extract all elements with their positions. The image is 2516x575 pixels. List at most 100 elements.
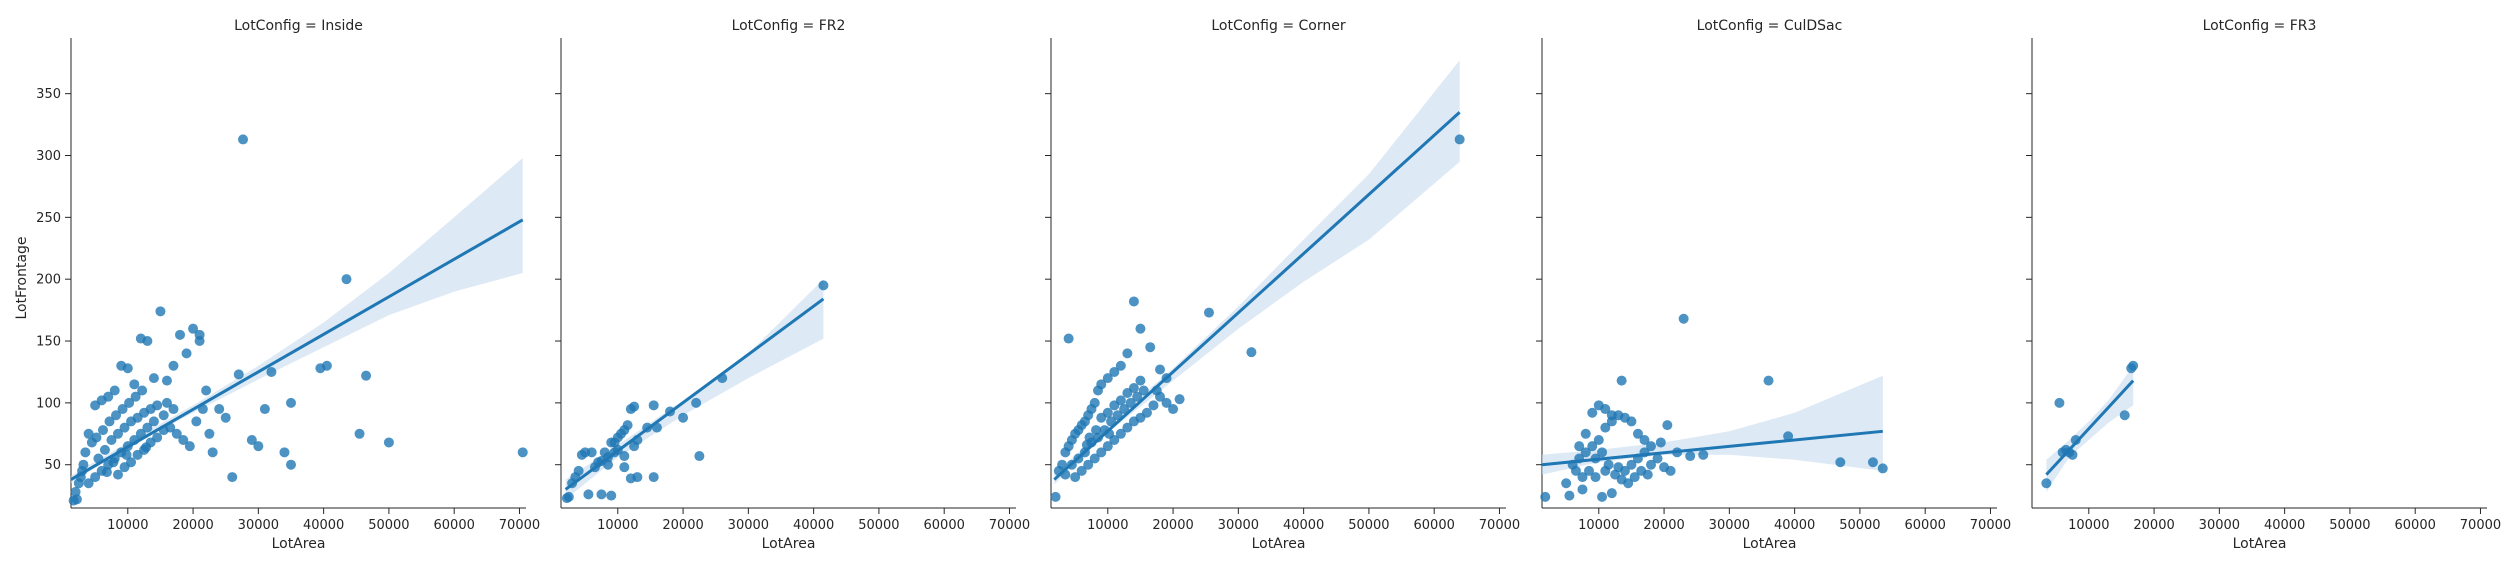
y-tick-label: 350 — [36, 87, 61, 102]
x-tick-label: 60000 — [924, 518, 965, 533]
panel-title: LotConfig = FR2 — [732, 18, 846, 34]
x-tick-label: 70000 — [2460, 518, 2501, 533]
regression-line — [1541, 429, 1883, 467]
data-point — [1642, 469, 1653, 480]
data-point — [1112, 410, 1123, 421]
data-point — [1646, 441, 1657, 452]
data-point — [194, 336, 205, 347]
x-tick-label: 20000 — [1152, 518, 1193, 533]
x-tick-label: 60000 — [1414, 518, 1455, 533]
data-point — [1141, 407, 1152, 418]
data-point — [1115, 395, 1126, 406]
data-point — [220, 412, 231, 423]
data-point — [1093, 385, 1104, 396]
data-point — [90, 472, 101, 483]
data-point — [1597, 447, 1608, 458]
x-tick-label: 50000 — [858, 518, 899, 533]
data-point — [1138, 385, 1149, 396]
data-point — [1600, 404, 1611, 415]
confidence-band — [71, 158, 523, 484]
data-point — [1246, 347, 1257, 358]
data-point — [1125, 397, 1136, 408]
data-point — [818, 280, 829, 291]
data-point — [161, 375, 172, 386]
data-point — [1083, 459, 1094, 470]
data-point — [632, 472, 643, 483]
y-tick-label: 50 — [44, 458, 61, 473]
data-point — [111, 410, 122, 421]
data-point — [126, 457, 137, 468]
x-tick-label: 30000 — [1709, 518, 1750, 533]
data-point — [321, 360, 332, 371]
data-point — [1132, 391, 1143, 402]
data-point — [1128, 383, 1139, 394]
data-point — [603, 459, 614, 470]
data-point — [1623, 478, 1634, 489]
y-axis-title: LotFrontage — [14, 236, 30, 319]
data-point — [90, 400, 101, 411]
data-point — [599, 447, 610, 458]
data-point — [1135, 375, 1146, 386]
data-point — [1155, 391, 1166, 402]
facet-panel: LotConfig = Inside 50 100 150 200 250 300 350 10… — [36, 18, 540, 552]
x-tick-label: 20000 — [1643, 518, 1684, 533]
data-point — [561, 493, 572, 504]
x-tick-label: 30000 — [1218, 518, 1259, 533]
data-point — [171, 428, 182, 439]
data-point — [619, 462, 630, 473]
x-tick-label: 30000 — [2199, 518, 2240, 533]
data-point — [141, 442, 152, 453]
panel-title: LotConfig = Inside — [234, 18, 363, 34]
x-tick-label: 20000 — [172, 518, 213, 533]
y-tick-label: 150 — [36, 335, 61, 350]
data-point — [101, 467, 112, 478]
data-point — [168, 360, 179, 371]
data-point — [1540, 491, 1551, 502]
y-tick-label: 300 — [36, 149, 61, 164]
data-point — [606, 490, 617, 501]
data-point — [1698, 449, 1709, 460]
data-point — [135, 333, 146, 344]
data-point — [1626, 459, 1637, 470]
data-point — [1070, 472, 1081, 483]
data-point — [227, 472, 238, 483]
data-point — [2070, 434, 2081, 445]
data-point — [158, 410, 169, 421]
data-point — [259, 404, 270, 415]
x-tick-label: 30000 — [728, 518, 769, 533]
panel-title: LotConfig = Corner — [1211, 18, 1345, 34]
data-point — [78, 459, 89, 470]
data-point — [285, 459, 296, 470]
data-point — [1076, 465, 1087, 476]
data-point — [1606, 488, 1617, 499]
data-point — [1867, 457, 1878, 468]
y-tick-label: 100 — [36, 396, 61, 411]
data-point — [1587, 441, 1598, 452]
data-point — [1145, 342, 1156, 353]
x-axis-title: LotArea — [1252, 536, 1306, 552]
data-point — [80, 447, 91, 458]
data-point — [184, 441, 195, 452]
data-point — [1629, 472, 1640, 483]
data-point — [1580, 428, 1591, 439]
data-point — [1632, 428, 1643, 439]
x-tick-label: 20000 — [662, 518, 703, 533]
x-tick-label: 50000 — [368, 518, 409, 533]
x-tick-label: 70000 — [1970, 518, 2011, 533]
data-point — [1089, 453, 1100, 464]
data-point — [1561, 478, 1572, 489]
data-point — [204, 428, 215, 439]
x-tick-label: 60000 — [2395, 518, 2436, 533]
data-point — [266, 366, 277, 377]
data-point — [119, 422, 130, 433]
data-point — [70, 486, 81, 497]
data-point — [1616, 375, 1627, 386]
data-point — [1646, 459, 1657, 470]
data-point — [152, 400, 163, 411]
data-point — [207, 447, 218, 458]
facet-panel: LotConfig = Corner 10000 20000 30000 40000 50… — [1045, 18, 1520, 552]
data-point — [2041, 478, 2052, 489]
data-point — [148, 373, 159, 384]
data-point — [1115, 428, 1126, 439]
data-point — [1597, 491, 1608, 502]
